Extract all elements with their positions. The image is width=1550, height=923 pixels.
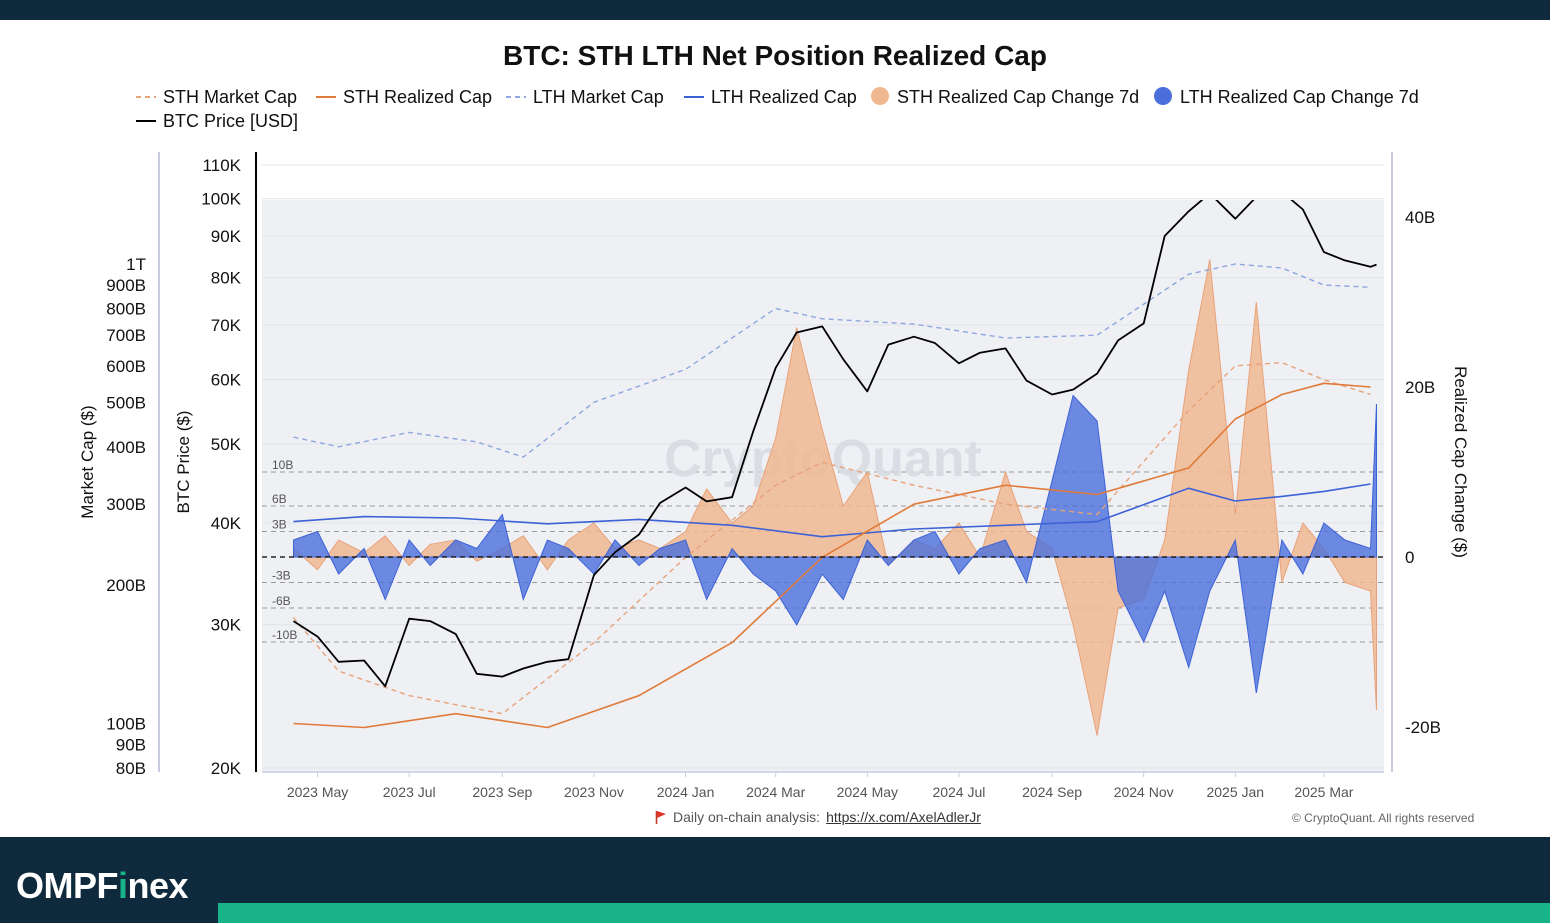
top-bar (0, 0, 1550, 20)
btc-price-tick-label: 80K (211, 269, 242, 288)
x-tick-label: 2024 May (837, 784, 898, 800)
series-line-btc-price (293, 200, 1377, 688)
legend-label: STH Realized Cap Change 7d (897, 87, 1139, 107)
reference-line-label: -6B (272, 594, 291, 608)
legend-label: STH Realized Cap (343, 87, 492, 107)
market-cap-tick-label: 300B (106, 495, 146, 514)
reference-line-label: 6B (272, 492, 287, 506)
legend-swatch (1154, 87, 1172, 105)
market-cap-tick-label: 800B (106, 300, 146, 319)
chart-title: BTC: STH LTH Net Position Realized Cap (503, 40, 1047, 71)
btc-price-tick-label: 90K (211, 227, 242, 246)
market-cap-tick-label: 80B (116, 759, 146, 778)
market-cap-tick-label: 90B (116, 735, 146, 754)
realized-change-axis-label: Realized Cap Change ($) (1451, 366, 1470, 558)
reference-line-label: 3B (272, 518, 287, 532)
market-cap-tick-label: 600B (106, 357, 146, 376)
series-area-lth-realized-cap-change-7d (293, 394, 1377, 694)
realized-change-tick-label: 0 (1405, 548, 1414, 567)
x-tick-label: 2024 Mar (746, 784, 805, 800)
realized-change-tick-label: 40B (1405, 208, 1435, 227)
btc-price-tick-label: 30K (211, 616, 242, 635)
reference-line-label: -10B (272, 628, 297, 642)
market-cap-tick-label: 1T (126, 255, 146, 274)
btc-price-tick-label: 70K (211, 316, 242, 335)
x-tick-label: 2023 Nov (564, 784, 624, 800)
x-tick-label: 2025 Jan (1206, 784, 1264, 800)
x-tick-label: 2024 Sep (1022, 784, 1082, 800)
series-line-lth-realized-cap (293, 483, 1371, 538)
brand-name-part: nex (127, 865, 189, 906)
legend-label: LTH Realized Cap (711, 87, 857, 107)
market-cap-tick-label: 500B (106, 393, 146, 412)
market-cap-axis-label: Market Cap ($) (78, 405, 97, 518)
market-cap-tick-label: 700B (106, 326, 146, 345)
legend-item: LTH Realized Cap Change 7d (1154, 87, 1419, 107)
btc-price-tick-label: 100K (201, 190, 241, 209)
brand-name-part: OMPF (16, 865, 119, 906)
legend-item: STH Realized Cap Change 7d (871, 87, 1139, 107)
market-cap-tick-label: 200B (106, 576, 146, 595)
footnote-text: Daily on-chain analysis: (673, 809, 821, 825)
legend-swatch (871, 87, 889, 105)
legend-label: BTC Price [USD] (163, 111, 298, 131)
x-tick-label: 2025 Mar (1294, 784, 1353, 800)
footnote: Daily on-chain analysis: https://x.com/A… (655, 809, 981, 825)
legend-label: LTH Market Cap (533, 87, 664, 107)
reference-line-label: 10B (272, 458, 293, 472)
btc-price-tick-label: 60K (211, 370, 242, 389)
x-tick-label: 2023 Jul (383, 784, 436, 800)
series-line-sth-market-cap (292, 361, 1371, 715)
legend-item: BTC Price [USD] (136, 111, 298, 131)
x-tick-label: 2024 Jan (657, 784, 715, 800)
legend-label: STH Market Cap (163, 87, 297, 107)
reference-line-label: -3B (272, 569, 291, 583)
x-tick-label: 2023 May (287, 784, 348, 800)
red-flag-icon (655, 810, 667, 824)
x-tick-label: 2023 Sep (472, 784, 532, 800)
legend-item: LTH Market Cap (506, 87, 664, 107)
legend-item: LTH Realized Cap (684, 87, 857, 107)
series-line-lth-market-cap (293, 263, 1371, 458)
series-line-sth-realized-cap (293, 382, 1371, 729)
brand-name-accent: i (118, 865, 128, 906)
market-cap-tick-label: 100B (106, 714, 146, 733)
x-tick-label: 2024 Nov (1114, 784, 1174, 800)
btc-price-tick-label: 40K (211, 514, 242, 533)
series-layer (292, 200, 1377, 736)
realized-change-tick-label: 20B (1405, 378, 1435, 397)
legend-item: STH Realized Cap (316, 87, 492, 107)
legend-item: STH Market Cap (136, 87, 297, 107)
market-cap-tick-label: 900B (106, 276, 146, 295)
brand-logo: OMPFinex (16, 862, 189, 910)
x-tick-label: 2024 Jul (932, 784, 985, 800)
bottom-accent-stripe (218, 903, 1550, 923)
legend: STH Market Cap STH Realized Cap LTH Market… (136, 87, 1419, 131)
axis-ticks: 110K 100K 90K 80K 70K 60K 50K 40K 30K 20K 1T 900B 80… (106, 156, 1441, 800)
footnote-link[interactable]: https://x.com/AxelAdlerJr (826, 809, 981, 825)
btc-price-tick-label: 110K (203, 156, 242, 175)
btc-price-tick-label: 20K (211, 759, 242, 778)
legend-label: LTH Realized Cap Change 7d (1180, 87, 1419, 107)
btc-price-axis-label: BTC Price ($) (174, 411, 193, 514)
market-cap-tick-label: 400B (106, 438, 146, 457)
realized-change-tick-label: -20B (1405, 718, 1441, 737)
copyright-text: © CryptoQuant. All rights reserved (1292, 811, 1475, 825)
btc-price-tick-label: 50K (211, 435, 242, 454)
